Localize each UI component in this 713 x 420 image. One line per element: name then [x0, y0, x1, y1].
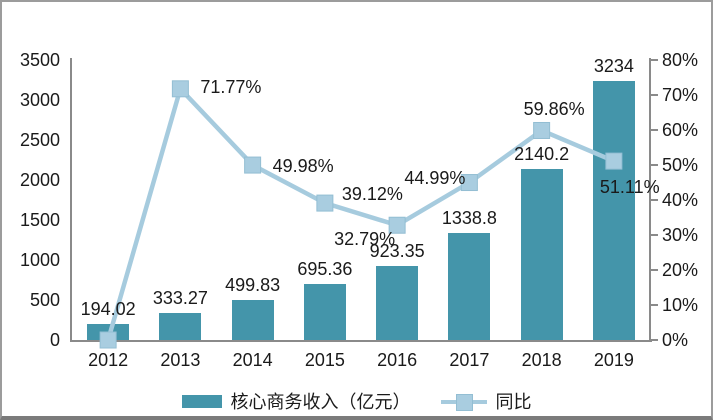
bar-2016 — [376, 266, 419, 340]
yoy-label-2018: 59.86% — [523, 99, 585, 120]
yoy-label-2016: 32.79% — [334, 229, 396, 250]
x-tick-2018: 2018 — [521, 350, 562, 370]
bar-label-2018: 2140.2 — [514, 143, 570, 164]
right-axis-tick-50%: 50% — [662, 155, 699, 175]
right-axis-tickmark — [650, 129, 658, 131]
left-axis-tick-1000: 1000 — [19, 250, 60, 270]
bar-2012 — [87, 324, 130, 340]
right-axis-tick-20%: 20% — [662, 260, 699, 280]
bar-label-2016: 923.35 — [369, 241, 425, 262]
yoy-marker-2013 — [171, 80, 189, 98]
yoy-label-2013: 71.77% — [200, 76, 262, 97]
right-axis-tick-60%: 60% — [662, 120, 699, 140]
yoy-marker-2015 — [316, 194, 334, 212]
yoy-marker-2014 — [244, 156, 262, 174]
yoy-label-2019: 51.11% — [599, 177, 660, 198]
right-axis-tickmark — [650, 59, 658, 61]
bar-swatch-icon — [181, 394, 222, 408]
right-axis-tick-40%: 40% — [662, 190, 699, 210]
yoy-label-2015: 39.12% — [341, 184, 403, 205]
bar-label-2017: 1338.8 — [441, 207, 497, 228]
bar-label-2012: 194.02 — [80, 299, 136, 320]
x-tick-2017: 2017 — [449, 350, 490, 370]
bar-2013 — [159, 313, 202, 340]
legend: 核心商务收入（亿元） 同比 — [2, 388, 711, 414]
x-tick-2012: 2012 — [88, 350, 129, 370]
right-axis-tickmark — [650, 199, 658, 201]
left-axis-tick-500: 500 — [29, 290, 60, 310]
bar-label-2013: 333.27 — [152, 288, 208, 309]
bar-2019 — [592, 81, 635, 340]
x-tick-2015: 2015 — [304, 350, 345, 370]
bar-2018 — [520, 168, 563, 340]
x-axis-line — [70, 340, 652, 342]
left-axis-tick-2000: 2000 — [19, 170, 60, 190]
right-axis-tick-30%: 30% — [662, 225, 699, 245]
right-axis-tick-0%: 0% — [662, 330, 689, 350]
bar-label-2019: 3234 — [593, 56, 634, 77]
legend-item-yoy: 同比 — [440, 388, 532, 414]
right-axis-tick-70%: 70% — [662, 85, 699, 105]
right-axis-tickmark — [650, 164, 658, 166]
right-axis-tickmark — [650, 269, 658, 271]
left-axis-tick-0: 0 — [49, 330, 60, 350]
left-axis-tick-3500: 3500 — [19, 50, 60, 70]
legend-label-revenue: 核心商务收入（亿元） — [230, 392, 411, 412]
yoy-marker-2018 — [533, 121, 551, 139]
legend-item-revenue: 核心商务收入（亿元） — [181, 388, 411, 414]
yoy-label-2017: 44.99% — [404, 167, 466, 188]
bar-2014 — [231, 300, 274, 340]
x-tick-2019: 2019 — [593, 350, 634, 370]
bar-2017 — [448, 232, 491, 340]
bar-2015 — [303, 284, 346, 340]
left-axis-tick-2500: 2500 — [19, 130, 60, 150]
right-axis-tick-10%: 10% — [662, 295, 699, 315]
line-swatch-icon — [440, 393, 487, 411]
right-axis-tickmark — [650, 304, 658, 306]
x-tick-2016: 2016 — [377, 350, 418, 370]
left-axis-tick-1500: 1500 — [19, 210, 60, 230]
right-axis-tickmark — [650, 234, 658, 236]
left-axis-tick-3000: 3000 — [19, 90, 60, 110]
left-axis-line — [70, 58, 72, 342]
legend-label-yoy: 同比 — [495, 392, 532, 412]
x-tick-2013: 2013 — [160, 350, 201, 370]
right-axis-tickmark — [650, 339, 658, 341]
right-axis-tickmark — [650, 94, 658, 96]
bar-label-2014: 499.83 — [225, 275, 281, 295]
bar-label-2015: 695.36 — [297, 259, 353, 280]
right-axis-tick-80%: 80% — [662, 50, 699, 70]
yoy-label-2014: 49.98% — [272, 156, 334, 177]
x-tick-2014: 2014 — [232, 350, 273, 370]
